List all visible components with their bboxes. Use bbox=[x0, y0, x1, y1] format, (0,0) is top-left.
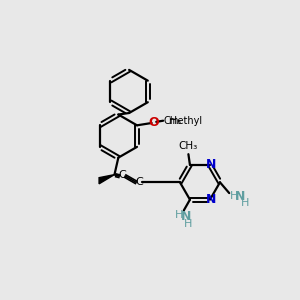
Polygon shape bbox=[99, 175, 115, 184]
Text: O: O bbox=[148, 116, 159, 129]
Text: CH₃: CH₃ bbox=[179, 141, 198, 151]
Text: H: H bbox=[183, 218, 192, 229]
Text: C: C bbox=[135, 176, 143, 187]
Text: N: N bbox=[181, 210, 191, 223]
Text: methyl: methyl bbox=[168, 116, 202, 126]
Text: H: H bbox=[175, 210, 183, 220]
Text: N: N bbox=[206, 193, 216, 206]
Text: N: N bbox=[235, 190, 245, 203]
Text: CH₃: CH₃ bbox=[164, 116, 182, 126]
Text: H: H bbox=[230, 191, 238, 201]
Text: C: C bbox=[118, 170, 126, 180]
Text: N: N bbox=[206, 158, 216, 172]
Text: H: H bbox=[240, 198, 249, 208]
